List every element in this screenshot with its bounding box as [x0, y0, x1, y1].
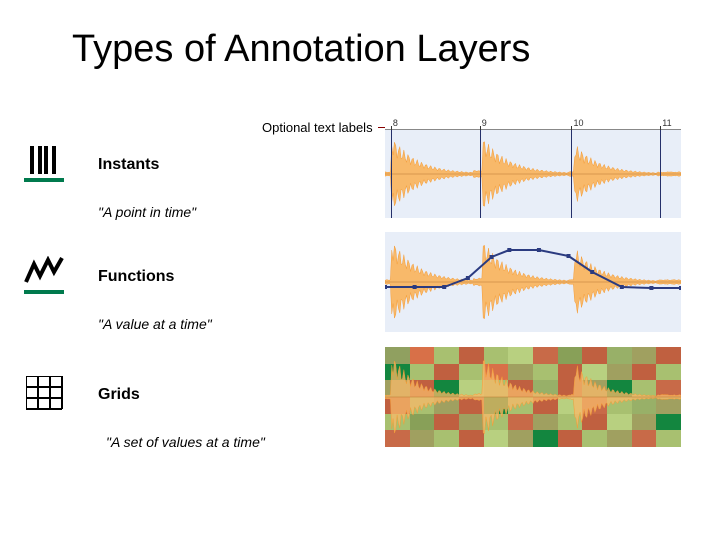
tick-label: 9: [482, 118, 487, 128]
optional-text-label: Optional text labels: [262, 120, 373, 135]
tick-label: 11: [662, 118, 671, 128]
instants-icon: [24, 144, 70, 186]
instants-label: Instants: [98, 156, 159, 174]
grids-icon: [24, 374, 70, 416]
functions-row: Functions: [24, 256, 174, 298]
tick-label: 10: [573, 118, 583, 128]
grids-desc: "A set of values at a time": [106, 434, 265, 450]
instants-row: Instants: [24, 144, 159, 186]
grids-label: Grids: [98, 386, 140, 404]
instants-desc: "A point in time": [98, 204, 196, 220]
viz-functions: [385, 232, 681, 332]
grids-row: Grids: [24, 374, 140, 416]
functions-icon: [24, 256, 70, 298]
viz-grids: [385, 347, 681, 447]
functions-label: Functions: [98, 268, 174, 286]
viz-instants: 8 9 10 11: [385, 118, 681, 218]
tick-label: 8: [393, 118, 398, 128]
page-title: Types of Annotation Layers: [72, 28, 530, 71]
functions-desc: "A value at a time": [98, 316, 212, 332]
